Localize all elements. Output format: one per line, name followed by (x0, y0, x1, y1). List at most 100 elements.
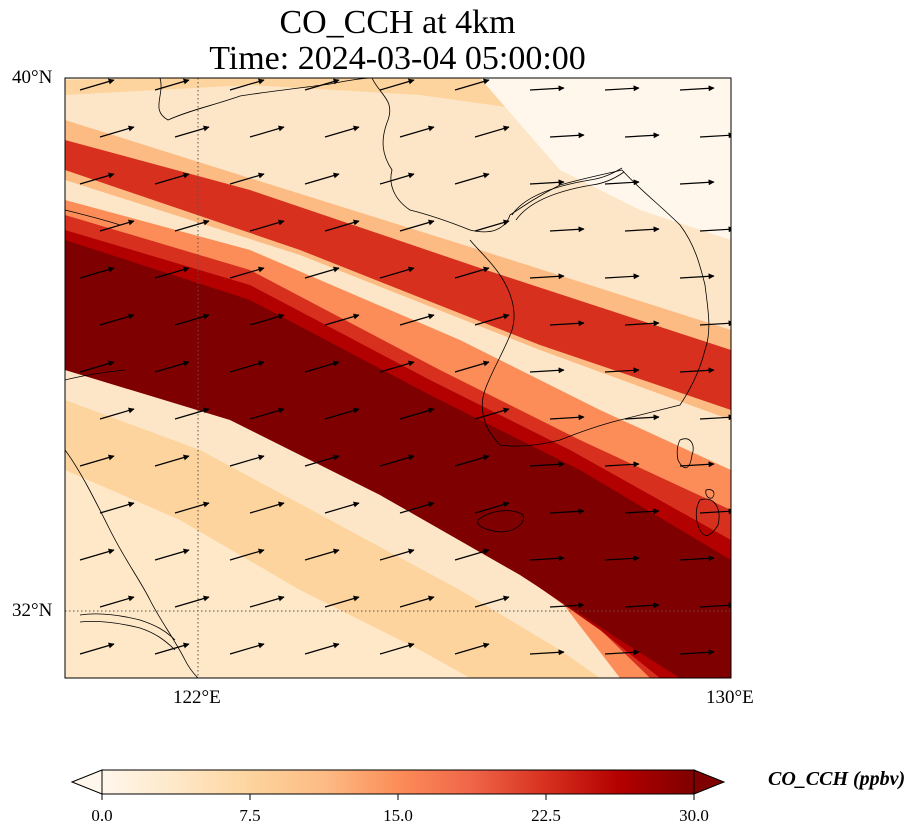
wind-arrow (679, 273, 715, 280)
wind-arrow (174, 313, 210, 326)
coastlines (65, 78, 720, 678)
wind-arrow (154, 78, 190, 91)
wind-arrow (529, 273, 565, 280)
wind-arrow (174, 407, 210, 420)
wind-arrow (79, 78, 115, 91)
wind-arrow (79, 360, 115, 373)
wind-arrow (154, 266, 190, 279)
wind-arrow (454, 454, 490, 467)
lat-tick-label-north: 40°N (12, 67, 53, 88)
colorbar-tick: 15.0 (383, 806, 413, 825)
wind-arrow (454, 266, 490, 279)
wind-arrow (249, 219, 285, 232)
wind-arrow (549, 414, 585, 421)
colorbar-tick: 30.0 (679, 806, 709, 825)
wind-arrow (229, 78, 265, 91)
wind-arrow (699, 226, 731, 233)
wind-arrow (549, 602, 585, 609)
wind-arrow (604, 555, 640, 562)
wind-arrow (529, 461, 565, 468)
wind-arrow (99, 125, 135, 138)
wind-arrow (474, 125, 510, 138)
wind-arrow (529, 179, 565, 186)
wind-arrow (454, 360, 490, 373)
wind-arrow (454, 78, 490, 91)
colorbar-label: CO_CCH (ppbv) (768, 768, 906, 790)
wind-arrow (229, 642, 265, 655)
wind-arrow (229, 454, 265, 467)
wind-arrow (304, 266, 340, 279)
wind-arrow (529, 85, 565, 92)
wind-arrow (549, 132, 585, 139)
wind-arrow (79, 172, 115, 185)
wind-arrow (99, 313, 135, 326)
colorbar (70, 769, 726, 800)
wind-arrow (549, 508, 585, 515)
lon-tick-label-east: 130°E (706, 687, 754, 708)
wind-arrow (304, 642, 340, 655)
wind-arrow (454, 548, 490, 561)
wind-arrow (174, 125, 210, 138)
wind-arrow (304, 78, 340, 91)
wind-arrow (379, 454, 415, 467)
wind-arrow (324, 313, 360, 326)
wind-arrow (604, 85, 640, 92)
wind-arrow (79, 548, 115, 561)
concentration-field (65, 78, 731, 678)
wind-arrow (154, 454, 190, 467)
wind-arrow (324, 595, 360, 608)
wind-arrow (379, 642, 415, 655)
wind-arrow (604, 273, 640, 280)
wind-arrow (249, 501, 285, 514)
wind-arrow (174, 501, 210, 514)
wind-arrow (379, 548, 415, 561)
wind-arrow (474, 501, 510, 514)
lon-tick-label-west: 122°E (173, 687, 221, 708)
wind-arrow (99, 595, 135, 608)
wind-arrow (324, 219, 360, 232)
colorbar-body (101, 769, 695, 795)
wind-arrow (79, 266, 115, 279)
wind-arrow (324, 501, 360, 514)
wind-arrow (699, 320, 731, 327)
map-title-line-1: CO_CCH at 4km (279, 4, 516, 41)
wind-arrow (249, 313, 285, 326)
colorbar-tick: 0.0 (91, 806, 113, 825)
wind-arrow (399, 407, 435, 420)
wind-arrow (679, 367, 715, 374)
graticule (65, 78, 731, 678)
wind-arrow (304, 172, 340, 185)
wind-arrow (699, 508, 731, 515)
wind-arrow (624, 226, 660, 233)
wind-arrow (399, 219, 435, 232)
field-band (480, 78, 731, 240)
wind-arrow (679, 179, 715, 186)
wind-arrow (679, 461, 715, 468)
wind-arrow (154, 360, 190, 373)
wind-arrow (549, 226, 585, 233)
wind-arrow (379, 266, 415, 279)
wind-arrow (174, 219, 210, 232)
wind-arrow (99, 407, 135, 420)
wind-arrow (79, 454, 115, 467)
wind-arrow (624, 320, 660, 327)
wind-arrow (249, 595, 285, 608)
wind-arrow (229, 172, 265, 185)
wind-arrow (324, 407, 360, 420)
wind-arrow (679, 649, 715, 656)
wind-arrow (474, 407, 510, 420)
wind-arrow (679, 85, 715, 92)
wind-arrow (549, 320, 585, 327)
wind-arrow (154, 548, 190, 561)
wind-arrow (604, 461, 640, 468)
wind-arrow (624, 132, 660, 139)
map-frame (64, 77, 732, 679)
wind-arrow (399, 595, 435, 608)
wind-arrow (624, 508, 660, 515)
wind-arrow (604, 649, 640, 656)
wind-arrow (624, 414, 660, 421)
wind-arrow (379, 360, 415, 373)
wind-arrow (229, 266, 265, 279)
wind-arrow (249, 407, 285, 420)
